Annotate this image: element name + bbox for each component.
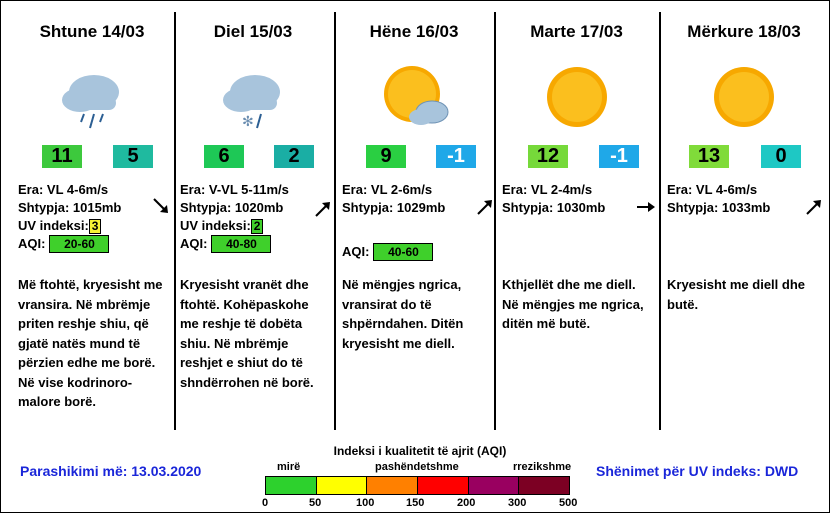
temp-high: 12 xyxy=(528,145,568,168)
wind-text: Era: VL 2-4m/s xyxy=(502,182,593,197)
aqi-scale-segment xyxy=(418,477,469,494)
uv-source-note: Shënimet për UV indeks: DWD xyxy=(596,463,799,479)
column-divider xyxy=(659,12,661,430)
sun-icon xyxy=(546,67,607,127)
aqi-tick: 200 xyxy=(457,497,476,509)
sun-icon xyxy=(714,67,774,127)
aqi-label: AQI: xyxy=(180,236,208,251)
day-description: Më ftohtë, kryesisht me vransira. Në mbr… xyxy=(18,277,163,409)
day-description: Kryesisht me diell dhe butë. xyxy=(667,277,805,312)
pressure-text: Shtypja: 1015mb xyxy=(18,200,122,215)
forecast-date: Parashikimi më: 13.03.2020 xyxy=(20,463,202,479)
temp-high: 13 xyxy=(689,145,729,168)
arrow-up-right-icon xyxy=(806,200,821,215)
aqi-label: AQI: xyxy=(342,244,370,259)
day-info: Era: VL 4-6m/s Shtypja: 1015mb UV indeks… xyxy=(18,181,121,253)
aqi-scale-segment xyxy=(367,477,419,494)
aqi-scale-segment xyxy=(468,477,520,494)
day-title: Mërkure 18/03 xyxy=(687,22,801,41)
arrow-down-right-icon xyxy=(153,198,168,213)
day-description: Kryesisht vranët dhe ftohtë. Kohëpaskohe… xyxy=(180,277,314,390)
uv-badge: 3 xyxy=(88,219,102,234)
wind-text: Era: VL 4-6m/s xyxy=(667,182,758,197)
day-info: Era: V-VL 5-11m/s Shtypja: 1020mb UV ind… xyxy=(180,181,289,253)
temp-high: 11 xyxy=(42,145,82,168)
aqi-badge: 20-60 xyxy=(49,235,110,253)
uv-row xyxy=(342,217,445,235)
arrow-up-right-icon xyxy=(315,202,330,217)
aqi-scale-segment xyxy=(316,477,368,494)
day-title: Shtune 14/03 xyxy=(39,22,145,41)
pressure-text: Shtypja: 1020mb xyxy=(180,200,284,215)
day-column-5: Mërkure 18/03 13 0 Era: VL 4-6m/s Shtypj… xyxy=(659,0,829,430)
day-title: Hëne 16/03 xyxy=(369,22,459,41)
aqi-badge: 40-60 xyxy=(373,243,434,261)
pressure-text: Shtypja: 1029mb xyxy=(342,200,446,215)
uv-label: UV indeksi: xyxy=(180,218,251,233)
pressure-text: Shtypja: 1033mb xyxy=(667,200,771,215)
day-description: Në mëngjes ngrica, vransirat do të shpër… xyxy=(342,277,464,351)
arrow-up-right-icon xyxy=(477,200,492,215)
wind-text: Era: V-VL 5-11m/s xyxy=(180,182,289,197)
snow-rain-cloud-icon: ✻ xyxy=(223,75,280,130)
temp-low: -1 xyxy=(436,145,476,168)
arrow-right-icon xyxy=(637,202,655,212)
pressure-text: Shtypja: 1030mb xyxy=(502,200,606,215)
svg-text:✻: ✻ xyxy=(242,114,254,130)
aqi-tick: 150 xyxy=(406,497,425,509)
uv-badge: 2 xyxy=(250,219,264,234)
temp-low: 5 xyxy=(113,145,153,168)
temp-low: 2 xyxy=(274,145,314,168)
uv-label: UV indeksi: xyxy=(18,218,89,233)
temp-low: -1 xyxy=(599,145,639,168)
day-column-4: Marte 17/03 12 -1 Era: VL 2-4m/s Shtypja… xyxy=(494,0,659,430)
aqi-scale-label: rrezikshme xyxy=(513,461,572,473)
rain-cloud-icon xyxy=(62,75,119,129)
aqi-scale-segment xyxy=(266,477,317,494)
aqi-tick: 100 xyxy=(356,497,375,509)
wind-text: Era: VL 4-6m/s xyxy=(18,182,109,197)
aqi-tick: 500 xyxy=(559,497,578,509)
column-divider xyxy=(174,12,176,430)
temp-low: 0 xyxy=(761,145,801,168)
aqi-tick: 0 xyxy=(262,497,269,509)
aqi-scale-label: mirë xyxy=(277,461,301,473)
aqi-badge: 40-80 xyxy=(211,235,272,253)
aqi-scale-label: pashëndetshme xyxy=(375,461,459,473)
aqi-scale-title: Indeksi i kualitetit të ajrit (AQI) xyxy=(333,444,507,458)
aqi-label: AQI: xyxy=(18,236,46,251)
column-divider xyxy=(334,12,336,430)
aqi-tick: 300 xyxy=(508,497,527,509)
wind-text: Era: VL 2-6m/s xyxy=(342,182,433,197)
day-column-1: Shtune 14/03 11 5 Era: VL 4-6m/s Shtypja… xyxy=(10,0,174,430)
aqi-color-scale xyxy=(265,476,570,495)
day-title: Diel 15/03 xyxy=(213,22,293,41)
aqi-scale-segment xyxy=(519,477,570,494)
day-info: Era: VL 2-6m/s Shtypja: 1029mb AQI: 40-60 xyxy=(342,181,445,261)
day-title: Marte 17/03 xyxy=(530,22,623,41)
temp-high: 6 xyxy=(204,145,244,168)
day-column-3: Hëne 16/03 9 -1 Era: VL 2-6m/s Shtypja: … xyxy=(334,0,494,430)
temp-high: 9 xyxy=(366,145,406,168)
day-column-2: Diel 15/03 ✻ 6 2 Era: V-VL 5-11m/s Shtyp… xyxy=(172,0,334,430)
day-description: Kthjellët dhe me diell. Në mëngjes me ng… xyxy=(502,277,644,331)
aqi-tick: 50 xyxy=(309,497,322,509)
column-divider xyxy=(494,12,496,430)
day-info: Era: VL 4-6m/s Shtypja: 1033mb xyxy=(667,181,770,217)
day-info: Era: VL 2-4m/s Shtypja: 1030mb xyxy=(502,181,605,217)
sun-cloud-icon xyxy=(384,66,449,125)
